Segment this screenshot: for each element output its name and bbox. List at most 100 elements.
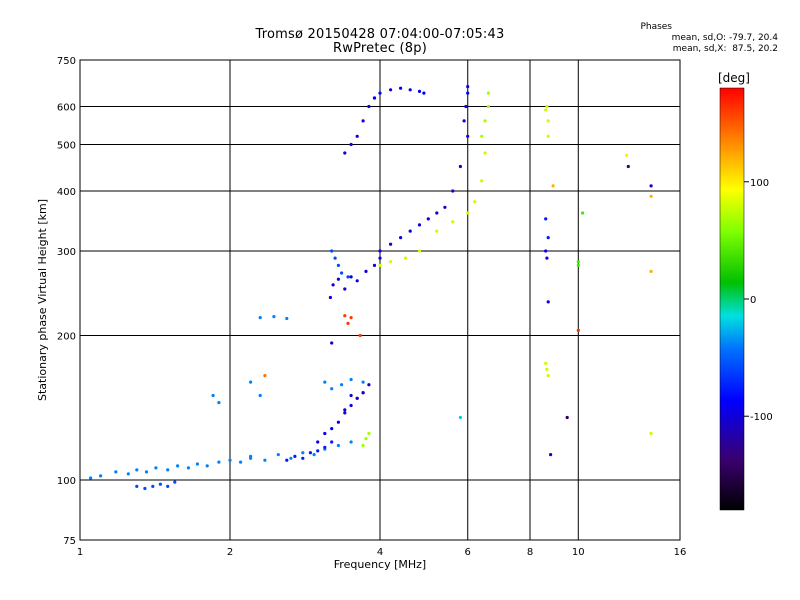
scatter-point [186,466,190,470]
scatter-point [466,91,470,95]
scatter-point [625,153,629,157]
scatter-point [336,420,340,424]
scatter-point [464,104,468,109]
scatter-point [217,460,221,464]
scatter-point [301,451,305,455]
y-tick-label: 600 [57,103,76,114]
colorbar [719,87,745,511]
scatter-point [546,300,550,304]
scatter-point [549,453,553,457]
scatter-point [343,151,347,155]
scatter-point [166,484,170,488]
scatter-point [349,440,353,444]
chart-title: Tromsø 20150428 07:04:00-07:05:43 [255,27,505,42]
scatter-point [330,440,334,444]
scatter-point [289,456,293,460]
colorbar-label: [deg] [718,71,750,85]
y-axis-label: Stationary phase Virtual Height [km] [36,199,49,401]
scatter-point [323,380,327,384]
scatter-point [312,453,316,457]
scatter-point [173,480,177,484]
scatter-point [544,217,548,221]
colorbar-ticks: 100 0 -100 [744,178,773,423]
y-tick-label: 100 [57,476,76,487]
scatter-point [480,134,484,138]
scatter-point [346,275,350,279]
scatter-point [239,460,243,464]
scatter-point [546,134,550,138]
scatter-point [466,211,470,215]
scatter-point [372,263,377,267]
scatter-point [378,263,382,267]
scatter-point [462,119,466,123]
scatter-point [272,315,276,319]
scatter-point [361,119,365,123]
x-tick-label: 10 [572,547,585,558]
scatter-point [422,91,426,95]
x-tick-label: 16 [674,547,687,558]
scatter-point [176,464,180,468]
scatter-point [151,484,155,488]
scatter-point [399,86,403,90]
scatter-point [258,316,262,320]
y-tick-label: 500 [57,141,76,152]
scatter-point [486,91,490,95]
scatter-point [483,151,487,155]
scatter-point [576,260,580,264]
x-axis-label: Frequency [MHz] [334,558,426,571]
scatter-point [217,401,221,405]
scatter-point [372,96,377,100]
scatter-point [144,470,149,474]
scatter-point [330,249,334,253]
x-tick-label: 4 [377,547,383,558]
scatter-point [301,456,305,460]
scatter-point [367,431,371,436]
scatter-point [249,380,253,384]
scatter-point [323,431,327,436]
scatter-point [378,91,382,95]
scatter-point [364,437,368,441]
scatter-point [546,236,550,240]
scatter-point [544,108,548,112]
scatter-point [349,377,353,382]
x-tick-label: 6 [465,547,471,558]
scatter-point [626,164,630,169]
y-tick-label: 300 [57,247,76,258]
scatter-point [349,316,353,320]
scatter-point [378,256,382,260]
scatter-point [399,236,403,240]
scatter-point [466,134,470,138]
scatter-point [330,387,334,391]
scatter-point [343,408,347,412]
y-tick-label: 750 [57,56,76,67]
scatter-point [258,393,262,398]
scatter-point [417,223,422,227]
scatter-point [483,119,487,123]
scatter-point [403,256,408,260]
y-tick-label: 400 [57,187,76,198]
y-tick-labels: 75 100 200 300 400 500 600 750 [57,56,76,547]
scatter-point [545,256,549,260]
scatter-point [544,249,548,253]
phase-stats-o: mean, sd,O: -79.7, 20.4 [671,33,778,43]
scatter-point [355,134,359,138]
scatter-point [316,440,320,444]
scatter-point [451,189,455,193]
scatter-point [158,482,162,486]
scatter-point [367,104,371,109]
scatter-point [263,374,267,378]
scatter-point [336,263,340,267]
scatter-point [343,411,347,415]
scatter-point [331,283,335,287]
chart-subtitle: RwPretec (8p) [333,41,427,56]
scatter-point [576,328,580,332]
scatter-point [330,341,334,345]
scatter-point [389,260,393,264]
scatter-point [333,256,337,260]
scatter-point [166,468,170,472]
scatter-point [565,415,569,420]
scatter-point [544,361,548,365]
scatter-point [316,449,320,453]
scatter-point [276,453,280,457]
scatter-point [546,119,550,123]
